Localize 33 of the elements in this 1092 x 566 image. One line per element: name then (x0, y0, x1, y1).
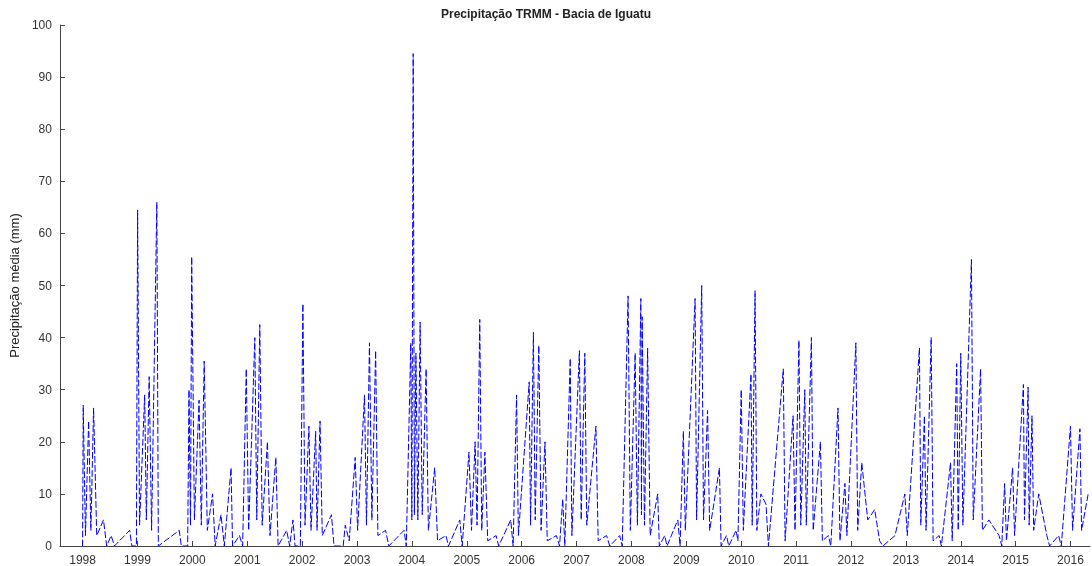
x-tick-label: 2009 (673, 553, 701, 566)
x-tick-label: 1999 (124, 553, 152, 566)
x-tick-label: 2016 (1057, 553, 1085, 566)
x-tick-label: 2011 (783, 553, 810, 566)
x-tick-label: 2015 (1002, 553, 1030, 566)
line-series (82, 53, 1089, 547)
y-tick-label: 90 (38, 70, 53, 85)
y-tick-label: 0 (45, 539, 53, 553)
chart-title: Precipitação TRMM - Bacia de Iguatu (440, 7, 652, 21)
x-tick-label: 2002 (288, 553, 316, 566)
x-tick-label: 1998 (69, 553, 97, 566)
x-tick-label: 2007 (563, 553, 591, 566)
x-tick-label: 2000 (178, 553, 206, 566)
x-tick-label: 2014 (947, 553, 975, 566)
y-tick-label: 80 (38, 122, 53, 137)
y-tick-label: 50 (38, 278, 53, 293)
x-tick-label: 2006 (508, 553, 536, 566)
x-tick-label: 2010 (727, 553, 755, 566)
y-tick-label: 30 (38, 382, 53, 397)
y-tick-label: 60 (38, 226, 53, 241)
x-tick-label: 2005 (453, 553, 481, 566)
x-tick-label: 2003 (343, 553, 371, 566)
x-tick-label: 2004 (398, 553, 426, 566)
x-tick-label: 2012 (837, 553, 865, 566)
y-tick-label: 20 (38, 434, 53, 449)
y-tick-label: 100 (31, 18, 53, 32)
y-tick-label: 40 (38, 330, 53, 345)
y-axis-title: Precipitação média (mm) (7, 213, 22, 358)
x-tick-label: 2013 (892, 553, 920, 566)
x-tick-label: 2008 (618, 553, 646, 566)
y-tick-label: 10 (38, 486, 53, 501)
x-tick-label: 2001 (233, 553, 261, 566)
y-tick-label: 70 (38, 174, 53, 189)
